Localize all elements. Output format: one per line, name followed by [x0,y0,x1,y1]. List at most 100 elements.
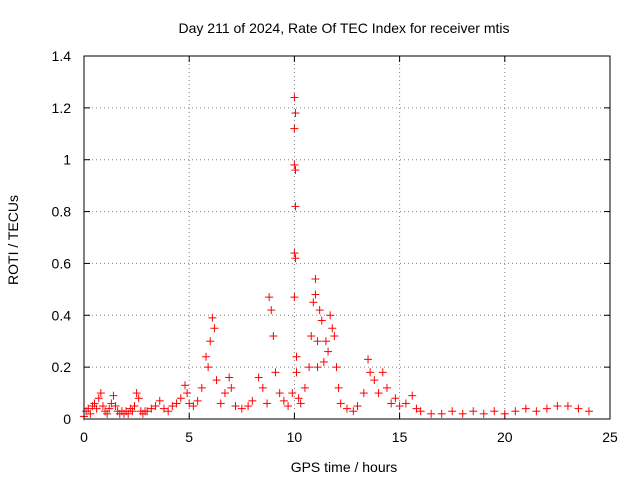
data-point [290,124,299,133]
data-point [291,202,300,211]
data-point [511,407,520,416]
data-point [448,407,457,416]
data-point [183,389,192,398]
data-point [164,407,173,416]
data-point [172,399,181,408]
data-point [349,407,358,416]
data-point [307,332,316,341]
data-point [216,399,225,408]
data-point [109,391,118,400]
data-point [130,402,139,411]
x-tick-label: 0 [80,429,88,445]
data-point [412,404,421,413]
data-point [111,402,120,411]
data-point [408,391,417,400]
data-point [225,373,234,382]
data-point [319,357,328,366]
data-point [288,389,297,398]
data-point [279,396,288,405]
data-point [292,352,301,361]
data-point [208,313,217,322]
data-point [147,404,156,413]
data-point [382,383,391,392]
data-point [353,402,362,411]
data-point [391,394,400,403]
data-point [315,306,324,315]
data-point [197,383,206,392]
data-point [300,383,309,392]
data-point [521,404,530,413]
data-point [387,399,396,408]
data-point [309,298,318,307]
data-point [359,389,368,398]
data-point [291,166,300,175]
data-point [290,93,299,102]
data-point [265,293,274,302]
data-point [176,394,185,403]
x-axis-tick-labels: 0 5 10 15 20 25 [80,429,618,445]
data-point [105,404,114,413]
data-point [244,402,253,411]
data-point [155,396,164,405]
data-point [86,409,95,418]
data-point [290,160,299,169]
y-tick-label: 0.8 [52,204,72,220]
data-point [336,399,345,408]
data-point [332,363,341,372]
data-point [437,409,446,418]
data-point [212,376,221,385]
data-point [206,337,215,346]
data-point [267,306,276,315]
data-point [271,368,280,377]
x-tick-label: 10 [287,429,303,445]
data-point [326,311,335,320]
data-point [500,409,509,418]
data-point [292,368,301,377]
data-point [364,355,373,364]
data-point [427,409,436,418]
data-point [305,363,314,372]
y-tick-label: 0.6 [52,255,72,271]
x-tick-label: 15 [392,429,408,445]
y-tick-label: 0.4 [52,307,72,323]
data-point [290,249,299,258]
data-point [94,394,103,403]
data-point [189,402,198,411]
data-point [180,381,189,390]
data-point [143,407,152,416]
data-point [296,399,305,408]
data-point [248,396,257,405]
data-point [542,404,551,413]
plot-frame [83,55,611,420]
data-point [159,404,168,413]
data-point [204,363,213,372]
data-point [366,368,375,377]
data-point [479,409,488,418]
y-tick-label: 1.4 [52,48,72,64]
data-point [185,399,194,408]
data-point [263,399,272,408]
data-point [416,407,425,416]
data-point [311,290,320,299]
y-tick-label: 1 [63,152,71,168]
y-tick-label: 1.2 [52,100,72,116]
data-point [291,109,300,118]
data-point [553,402,562,411]
data-point [334,383,343,392]
y-tick-label: 0.2 [52,359,72,375]
data-point [107,399,116,408]
data-point [294,394,303,403]
grid [84,56,610,419]
data-point [254,373,263,382]
data-point [151,402,160,411]
data-point [321,337,330,346]
data-point [313,363,322,372]
data-point [324,347,333,356]
data-point [168,402,177,411]
data-point [237,404,246,413]
data-point [202,352,211,361]
data-point [210,324,219,333]
data-point [532,407,541,416]
data-point [317,316,326,325]
